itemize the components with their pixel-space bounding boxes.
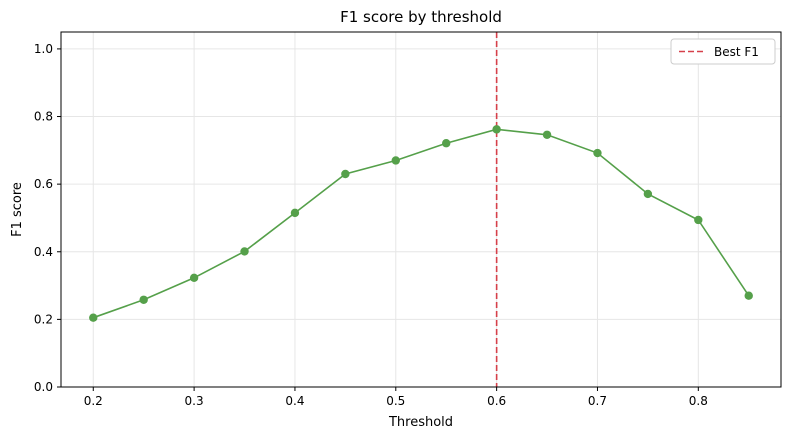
plot-frame bbox=[60, 31, 782, 388]
y-tick-label: 0.8 bbox=[34, 110, 53, 124]
chart-title: F1 score by threshold bbox=[340, 8, 502, 26]
f1-series-line bbox=[93, 128, 750, 319]
x-tick-label: 0.5 bbox=[386, 394, 405, 408]
x-tick-label: 0.6 bbox=[487, 394, 506, 408]
y-tick-label: 0.4 bbox=[34, 245, 53, 259]
f1-data-point bbox=[89, 313, 98, 322]
x-axis-label: Threshold bbox=[388, 415, 453, 430]
x-tick-label: 0.4 bbox=[285, 394, 304, 408]
f1-data-point bbox=[442, 139, 451, 148]
legend-label-best-f1: Best F1 bbox=[714, 45, 759, 59]
f1-data-point bbox=[189, 273, 199, 282]
y-tick-label: 0.0 bbox=[34, 380, 53, 394]
legend: Best F1 bbox=[670, 38, 776, 65]
f1-data-point bbox=[240, 247, 249, 256]
f1-data-point bbox=[290, 208, 300, 218]
f1-data-point bbox=[341, 169, 350, 179]
x-tick-label: 0.2 bbox=[84, 394, 103, 408]
f1-data-point bbox=[542, 130, 552, 139]
f1-data-point bbox=[492, 125, 501, 134]
grid-layer bbox=[61, 32, 781, 388]
f1-data-point bbox=[694, 215, 703, 225]
legend-box bbox=[670, 38, 776, 65]
x-tick-label: 0.3 bbox=[185, 394, 204, 408]
f1-data-point bbox=[139, 295, 148, 304]
f1-data-point bbox=[391, 156, 400, 165]
y-axis-label: F1 score bbox=[10, 182, 25, 237]
y-tick-label: 0.6 bbox=[34, 177, 53, 191]
f1-data-point bbox=[643, 189, 653, 199]
f1-data-point bbox=[593, 148, 602, 158]
y-tick-label: 1.0 bbox=[34, 42, 53, 56]
f1-data-point bbox=[744, 291, 753, 300]
series-layer bbox=[89, 125, 753, 322]
tick-layer: 0.2 0.3 0.4 0.5 0.6 0.7 0.8 0.0 0.2 0.4 0.6 0.8 1.0 bbox=[34, 42, 708, 408]
x-tick-label: 0.8 bbox=[689, 394, 708, 408]
x-tick-label: 0.7 bbox=[588, 394, 607, 408]
y-tick-label: 0.2 bbox=[34, 312, 53, 326]
